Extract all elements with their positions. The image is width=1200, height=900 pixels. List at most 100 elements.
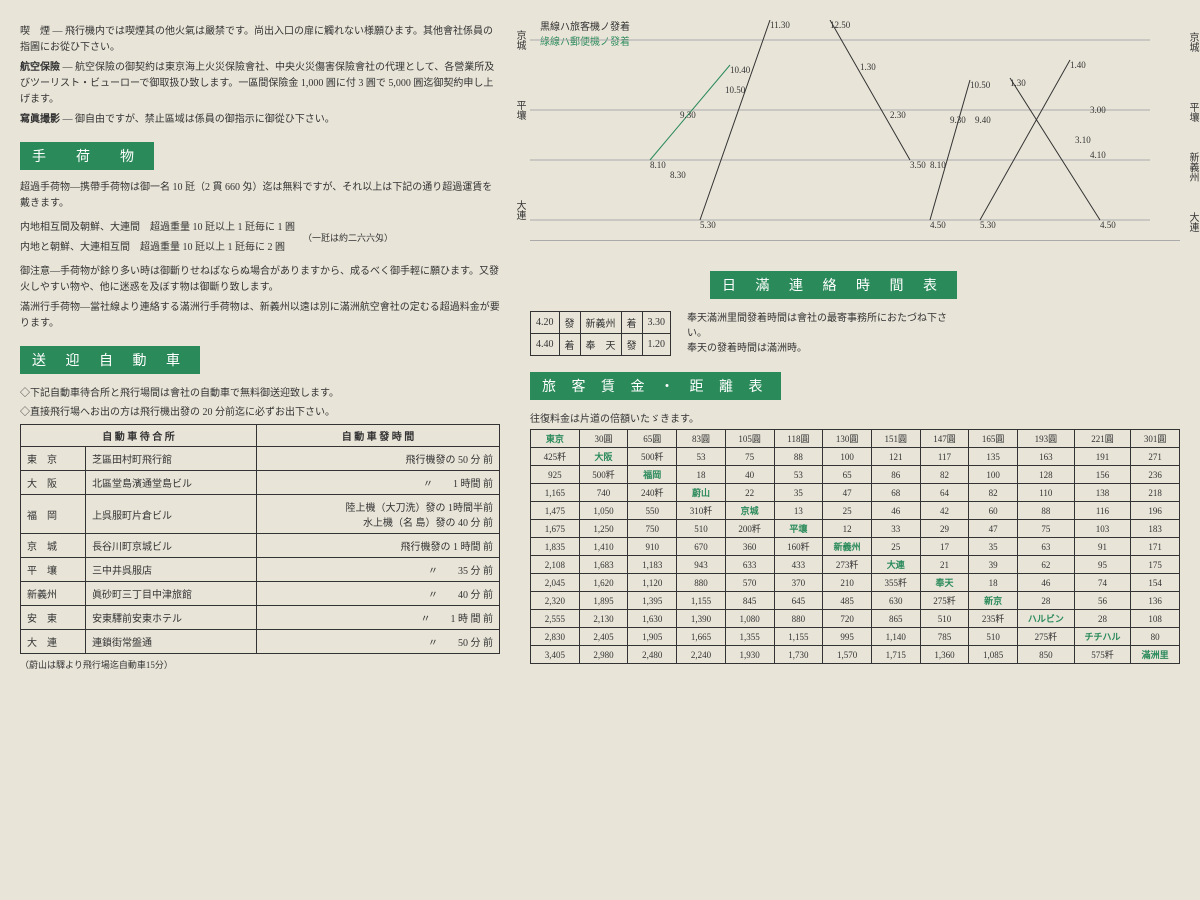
fare-cell: 196	[1131, 502, 1180, 520]
fare-cell: 東京	[531, 430, 580, 448]
conn-cell: 新義州	[580, 312, 621, 334]
fare-cell: 183	[1131, 520, 1180, 538]
timetable-chart: 黒線ハ旅客機ノ發着 綠線ハ郵便機ノ發着 京城平壤新義州大連 11.3012.50…	[530, 20, 1180, 241]
fare-table: 東京30圓65圓83圓105圓118圓130圓151圓147圓165圓193圓2…	[530, 429, 1180, 664]
table-row: 4.40着奉 天發1.20	[531, 334, 671, 356]
chart-time-label: 2.30	[890, 110, 906, 120]
chart-y-label: 京城	[1185, 32, 1200, 52]
conn-cell: 發	[621, 334, 642, 356]
baggage-line-3: 内地と朝鮮、大連相互間 超過重量 10 瓩以上 1 瓩毎に 2 圓	[20, 240, 295, 256]
fare-cell: 30圓	[579, 430, 628, 448]
chart-time-label: 8.10	[650, 160, 666, 170]
fare-cell: 425粁	[531, 448, 580, 466]
fare-cell: 1,620	[579, 574, 628, 592]
fare-cell: 740	[579, 484, 628, 502]
connection-header: 日 滿 連 絡 時 間 表	[710, 271, 957, 299]
insurance-label: 航空保險	[20, 62, 60, 73]
table-row: 1,4751,050550310粁京城132546426088116196	[531, 502, 1180, 520]
fare-cell: 新京	[969, 592, 1018, 610]
fare-cell: 64	[920, 484, 969, 502]
auto-city: 東 京	[21, 447, 86, 471]
chart-time-label: 1.40	[1070, 60, 1086, 70]
fare-cell: 2,405	[579, 628, 628, 646]
fare-cell: 65圓	[628, 430, 677, 448]
auto-time: 〃 1 時 間 前	[257, 606, 500, 630]
chart-time-label: 1.30	[1010, 78, 1026, 88]
fare-cell: 850	[1018, 646, 1075, 664]
fare-cell: 18	[677, 466, 726, 484]
table-row: 福 岡上呉服町片倉ビル陸上機（大刀洗）發の 1時間半前 水上機（名 島）發の 4…	[21, 495, 500, 534]
auto-table: 自 動 車 待 合 所 自 動 車 發 時 間 東 京芝區田村町飛行館飛行機發の…	[20, 424, 500, 654]
fare-cell: 1,085	[969, 646, 1018, 664]
fare-cell: 130圓	[823, 430, 872, 448]
chart-time-label: 10.40	[730, 65, 750, 75]
auto-city: 大 連	[21, 630, 86, 654]
fare-cell: 1,570	[823, 646, 872, 664]
fare-cell: 1,675	[531, 520, 580, 538]
fare-cell: 310粁	[677, 502, 726, 520]
auto-time: 飛行機發の 1 時間 前	[257, 534, 500, 558]
auto-intro-1: ◇下記自動車待合所と飛行場間は會社の自動車で無料御送迎致します。	[20, 384, 500, 399]
fare-cell: 1,390	[677, 610, 726, 628]
fare-cell: 46	[1018, 574, 1075, 592]
table-row: 東 京芝區田村町飛行館飛行機發の 50 分 前	[21, 447, 500, 471]
conn-cell: 着	[621, 312, 642, 334]
chart-time-label: 10.50	[970, 80, 990, 90]
fare-cell: 福岡	[628, 466, 677, 484]
fare-cell: 218	[1131, 484, 1180, 502]
fare-cell: 163	[1018, 448, 1075, 466]
fare-cell: 273粁	[823, 556, 872, 574]
chart-time-label: 8.10	[930, 160, 946, 170]
chart-time-label: 5.30	[980, 220, 996, 230]
fare-cell: 86	[871, 466, 920, 484]
chart-y-label: 大連	[1185, 212, 1200, 232]
fare-cell: 91	[1074, 538, 1131, 556]
conn-cell: 發	[559, 312, 580, 334]
table-row: 平 壤三中井呉服店〃 35 分 前	[21, 558, 500, 582]
fare-cell: 33	[871, 520, 920, 538]
baggage-line-4: 御注意―手荷物が餘り多い時は御斷りせねばならぬ場合がありますから、成るべく御手輕…	[20, 264, 500, 296]
auto-place: 北區堂島濱通堂島ビル	[86, 471, 257, 495]
fare-cell: 1,355	[725, 628, 774, 646]
table-row: 425粁大阪500粁537588100121117135163191271	[531, 448, 1180, 466]
fare-cell: 1,155	[677, 592, 726, 610]
fare-cell: 865	[871, 610, 920, 628]
auto-time: 〃 1 時間 前	[257, 471, 500, 495]
fare-cell: 171	[1131, 538, 1180, 556]
table-row: 新義州眞砂町三丁目中津旅館〃 40 分 前	[21, 582, 500, 606]
fare-cell: 1,120	[628, 574, 677, 592]
fare-cell: 1,155	[774, 628, 823, 646]
fare-cell: 53	[774, 466, 823, 484]
fare-cell: 136	[1131, 592, 1180, 610]
fare-cell: 275粁	[1018, 628, 1075, 646]
fare-cell: 1,183	[628, 556, 677, 574]
chart-time-label: 8.30	[670, 170, 686, 180]
conn-cell: 4.40	[531, 334, 560, 356]
auto-city: 福 岡	[21, 495, 86, 534]
fare-cell: 110	[1018, 484, 1075, 502]
fare-cell: 40	[725, 466, 774, 484]
fare-cell: 670	[677, 538, 726, 556]
chart-time-label: 1.30	[860, 62, 876, 72]
fare-cell: 47	[823, 484, 872, 502]
fare-cell: 2,240	[677, 646, 726, 664]
fare-cell: 845	[725, 592, 774, 610]
auto-place: 三中井呉服店	[86, 558, 257, 582]
fare-cell: 1,665	[677, 628, 726, 646]
table-row: 2,5552,1301,6301,3901,080880720865510235…	[531, 610, 1180, 628]
fare-cell: 550	[628, 502, 677, 520]
fare-cell: 62	[1018, 556, 1075, 574]
chart-time-label: 9.30	[950, 115, 966, 125]
table-row: 2,3201,8951,3951,155845645485630275粁新京28…	[531, 592, 1180, 610]
fare-cell: 22	[725, 484, 774, 502]
fare-cell: 943	[677, 556, 726, 574]
fare-cell: 235粁	[969, 610, 1018, 628]
fare-cell: 271	[1131, 448, 1180, 466]
table-row: 東京30圓65圓83圓105圓118圓130圓151圓147圓165圓193圓2…	[531, 430, 1180, 448]
auto-time: 〃 35 分 前	[257, 558, 500, 582]
smoking-note: 喫 煙 ― 飛行機内では喫煙其の他火氣は嚴禁です。尚出入口の扉に觸れない様願ひま…	[20, 24, 500, 56]
fare-cell: 63	[1018, 538, 1075, 556]
fare-cell: ハルビン	[1018, 610, 1075, 628]
fare-cell: 2,555	[531, 610, 580, 628]
fare-cell: 880	[677, 574, 726, 592]
